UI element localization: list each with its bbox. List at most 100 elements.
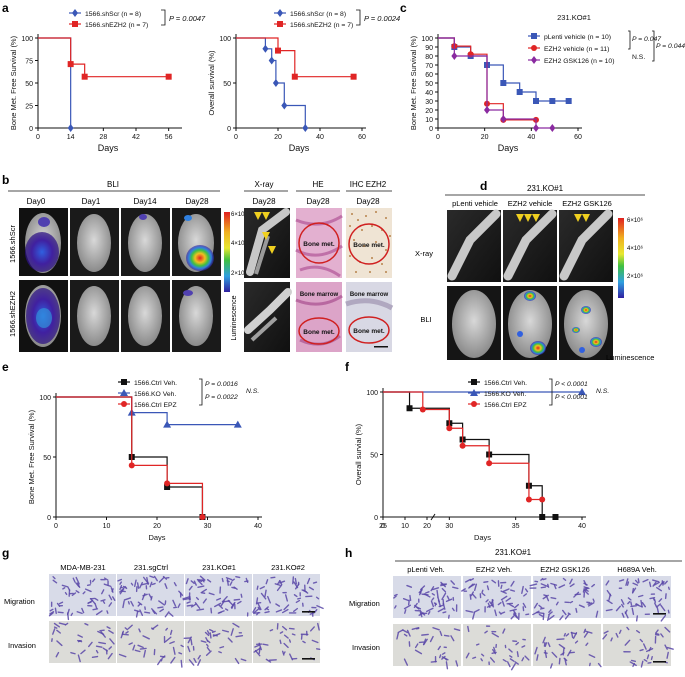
cell	[218, 651, 222, 654]
y-tick-label: 0	[374, 515, 378, 522]
cell	[195, 596, 199, 601]
cell	[218, 604, 224, 609]
cell	[137, 601, 143, 606]
cell	[75, 590, 80, 594]
axis-break	[430, 513, 436, 521]
cell	[134, 649, 141, 653]
d-lum-tick-6: 6×10⁶	[627, 217, 644, 224]
cell	[225, 577, 233, 581]
cell	[122, 585, 126, 589]
cell	[427, 611, 431, 615]
y-tick-label: 100	[366, 390, 378, 397]
cell	[198, 579, 203, 583]
cell	[164, 583, 168, 590]
transwell-image-migration	[48, 574, 116, 621]
d-xray-ezh2-vehicle	[503, 209, 557, 282]
d-xray-plenti	[447, 209, 501, 282]
cell	[570, 632, 578, 635]
cell	[446, 595, 450, 600]
chart-c-bone-met-free-survival: 0 10 20 30 40 50 60 70 80 90 100 0 20 40 60 Days Bone Me…	[409, 13, 685, 153]
cell	[509, 655, 513, 658]
cell	[423, 638, 428, 646]
cell	[513, 613, 519, 619]
cell	[639, 638, 644, 643]
y-axis-label: Bone Met. Free Survival (%)	[409, 35, 418, 130]
cell	[139, 647, 147, 650]
cell	[199, 575, 206, 581]
y-tick-label: 70	[425, 63, 433, 70]
x-tick-label: 10	[103, 523, 111, 530]
cell	[137, 644, 144, 649]
cell	[402, 598, 410, 602]
cell	[293, 607, 298, 613]
legend-label: 1566.Ctrl Veh.	[134, 380, 177, 387]
y-tick-label: 50	[25, 81, 33, 88]
x-tick-label: 0	[381, 523, 385, 530]
cell	[310, 626, 315, 632]
bli-image-shezh2-day0	[19, 280, 68, 352]
cell	[471, 593, 477, 599]
cell	[279, 639, 282, 645]
cell	[162, 655, 166, 659]
cell	[469, 593, 472, 600]
chart-a-bone-met-free-survival: 0 25 50 75 100 0 14 28 42 56 Days Bone Met. Free Su…	[9, 9, 206, 153]
cell	[54, 607, 57, 614]
x-tick-label: 10	[401, 523, 409, 530]
cell	[200, 591, 206, 594]
cell	[226, 578, 229, 586]
lesion-arrow-icon	[254, 212, 262, 220]
bli-image-shscr-day1	[70, 208, 119, 276]
x-tick-label: 35	[512, 523, 520, 530]
bli-day-0: Day0	[27, 197, 46, 206]
cell	[407, 599, 410, 606]
cell	[568, 651, 575, 654]
transwell-image-invasion	[49, 621, 116, 663]
cell	[66, 612, 70, 621]
cell	[227, 637, 233, 643]
censor-marker	[459, 442, 466, 449]
cell	[281, 608, 289, 614]
cell	[559, 615, 564, 621]
cell	[88, 641, 93, 648]
cell	[230, 628, 234, 636]
transwell-image-invasion	[463, 624, 531, 671]
cell	[493, 646, 496, 652]
cell	[260, 592, 267, 600]
lum-tick-6: 6×10⁶	[231, 211, 248, 218]
cell	[534, 646, 538, 655]
cell	[48, 612, 54, 617]
cell	[615, 632, 619, 638]
cell	[569, 583, 575, 588]
cell	[52, 628, 56, 635]
legend-label: 1566.Ctrl Veh.	[484, 380, 527, 387]
cell	[188, 585, 193, 591]
cell	[634, 579, 639, 584]
cell	[536, 654, 539, 661]
cell	[122, 633, 129, 636]
panel-g: MDA-MB-231 231.sgCtrl 231.KO#1 231.KO#2 …	[4, 563, 324, 668]
cell	[233, 598, 241, 601]
cell	[108, 594, 113, 601]
legend-label: pLenti vehicle (n = 10)	[544, 34, 611, 41]
image-background	[463, 576, 531, 618]
cell	[150, 595, 153, 601]
cell	[558, 584, 566, 589]
legend-marker	[277, 9, 283, 17]
cell	[420, 585, 426, 591]
cell	[437, 596, 441, 603]
p-value-label: P = 0.0016	[205, 381, 238, 388]
censor-marker	[419, 406, 426, 413]
luminescence-label: Luminescence	[231, 295, 238, 340]
censor-marker	[533, 124, 539, 132]
cell	[666, 646, 674, 650]
cell	[500, 611, 506, 615]
cell	[542, 594, 549, 600]
bli-image-shezh2-day14	[121, 280, 170, 352]
cell	[650, 656, 653, 661]
x-tick-label: 25	[379, 523, 387, 530]
x-tick-label: 20	[274, 134, 282, 141]
y-tick-label: 25	[25, 104, 33, 111]
cell	[431, 593, 435, 596]
cell	[95, 610, 103, 616]
image-background	[533, 624, 601, 666]
